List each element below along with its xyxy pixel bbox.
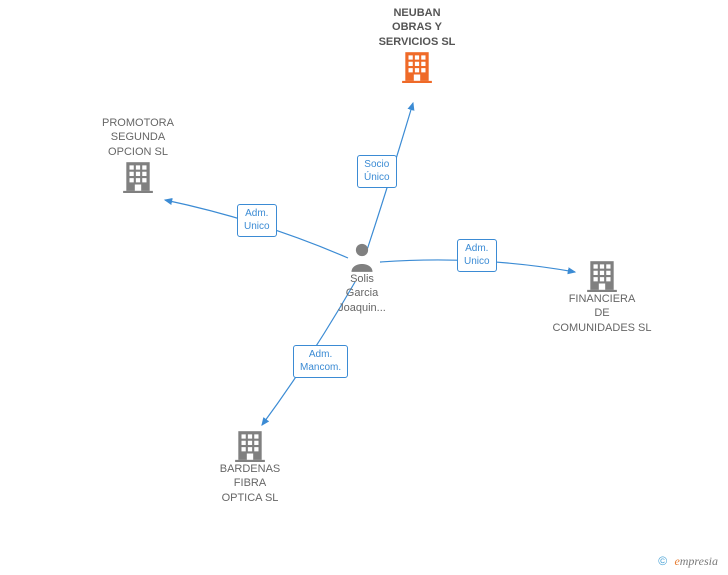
node-promotora: PROMOTORASEGUNDAOPCION SL bbox=[88, 116, 188, 193]
node-label-bardenas: BARDENASFIBRAOPTICA SL bbox=[200, 462, 300, 505]
node-bardenas: BARDENASFIBRAOPTICA SL bbox=[200, 428, 300, 505]
footer-branding: © empresia bbox=[658, 554, 718, 569]
node-label-promotora: PROMOTORASEGUNDAOPCION SL bbox=[88, 116, 188, 159]
node-label-financiera: FINANCIERADECOMUNIDADES SL bbox=[552, 292, 652, 335]
building-icon bbox=[88, 159, 188, 193]
building-icon bbox=[552, 258, 652, 292]
node-label-neuban: NEUBANOBRAS YSERVICIOS SL bbox=[367, 6, 467, 49]
edge-label-2: Adm.Unico bbox=[457, 239, 497, 272]
node-financiera: FINANCIERADECOMUNIDADES SL bbox=[552, 258, 652, 335]
building-icon bbox=[200, 428, 300, 462]
edge-label-1: Adm.Unico bbox=[237, 204, 277, 237]
edge-label-0: SocioÚnico bbox=[357, 155, 397, 188]
node-neuban: NEUBANOBRAS YSERVICIOS SL bbox=[367, 6, 467, 83]
node-label-center: SolisGarciaJoaquin... bbox=[312, 272, 412, 315]
brand-name: empresia bbox=[674, 554, 718, 568]
building-icon bbox=[367, 49, 467, 83]
person-icon bbox=[312, 242, 412, 272]
copyright-symbol: © bbox=[658, 554, 667, 568]
edge-label-3: Adm.Mancom. bbox=[293, 345, 348, 378]
node-center: SolisGarciaJoaquin... bbox=[312, 242, 412, 315]
